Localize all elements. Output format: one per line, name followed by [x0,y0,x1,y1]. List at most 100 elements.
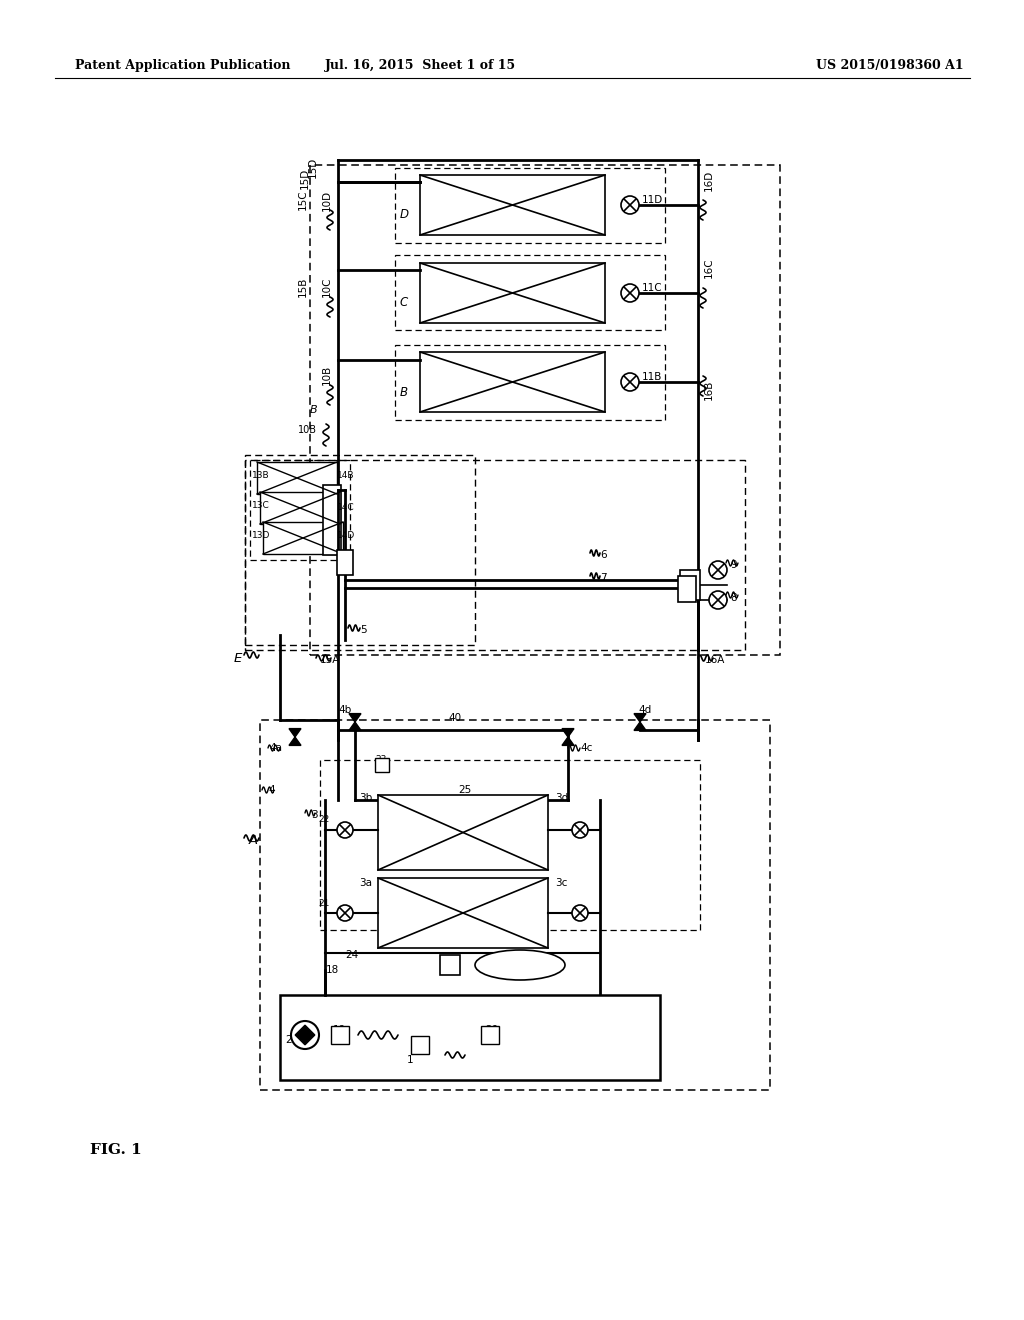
Text: 9: 9 [730,560,736,570]
Text: 2: 2 [286,1035,292,1045]
Text: 25: 25 [459,785,472,795]
Text: 3: 3 [311,810,318,820]
Text: 10B: 10B [322,364,332,385]
Polygon shape [349,714,361,722]
Bar [481,1026,499,1044]
Bar [420,352,605,412]
Text: 8: 8 [730,593,736,603]
Text: 18: 18 [326,965,339,975]
Text: 23: 23 [375,755,386,764]
Text: 7: 7 [600,573,606,583]
Text: 13B: 13B [252,470,269,479]
Text: 16C: 16C [705,257,714,279]
Text: 5: 5 [360,624,367,635]
Bar [378,795,548,870]
Bar [245,455,475,645]
Text: 11B: 11B [642,372,663,381]
Circle shape [572,906,588,921]
Text: 4d: 4d [638,705,651,715]
Text: 3a: 3a [359,878,372,888]
Circle shape [709,561,727,579]
Circle shape [337,822,353,838]
Polygon shape [562,737,574,746]
Bar [310,165,780,655]
Circle shape [621,374,639,391]
Polygon shape [289,729,301,737]
Text: 1: 1 [407,1055,413,1065]
Polygon shape [289,737,301,746]
Bar [420,263,605,323]
Text: 15C: 15C [298,190,308,210]
Text: 4b: 4b [338,705,351,715]
Circle shape [337,906,353,921]
Polygon shape [295,1026,314,1045]
Text: 3b: 3b [358,793,372,803]
Circle shape [709,591,727,609]
Text: 13C: 13C [252,500,269,510]
Text: E: E [233,652,242,664]
Text: 15B: 15B [298,277,308,297]
Bar [245,459,745,649]
Text: 10B: 10B [298,425,317,436]
Text: 3c: 3c [555,878,567,888]
Polygon shape [562,729,574,737]
Bar [260,719,770,1090]
Text: 22: 22 [318,816,330,825]
Polygon shape [634,714,646,722]
Bar [263,521,343,554]
Text: 4a: 4a [269,743,282,752]
Bar [395,168,665,243]
Circle shape [291,1020,319,1049]
Text: 11D: 11D [642,195,664,205]
Text: A: A [249,833,258,846]
Text: FIG. 1: FIG. 1 [90,1143,141,1158]
Bar [250,459,350,560]
Text: 4c: 4c [580,743,592,752]
Bar [395,345,665,420]
Text: 16A: 16A [705,655,725,665]
Bar [260,492,340,524]
Text: Jul. 16, 2015  Sheet 1 of 15: Jul. 16, 2015 Sheet 1 of 15 [325,58,515,71]
Text: 14B: 14B [337,470,354,479]
Bar [395,255,665,330]
Text: 19: 19 [333,1026,346,1035]
Text: 16B: 16B [705,380,714,400]
Circle shape [621,195,639,214]
Circle shape [621,284,639,302]
Text: 20: 20 [485,1026,498,1035]
Text: 15D: 15D [300,168,310,189]
Polygon shape [634,722,646,730]
Bar [257,462,337,494]
Text: 14D: 14D [337,531,355,540]
Text: 11C: 11C [642,282,663,293]
Bar [331,1026,349,1044]
Text: 4: 4 [268,785,275,795]
Text: D: D [400,209,409,222]
Bar [319,760,700,931]
Bar [440,954,460,975]
Polygon shape [349,722,361,730]
Text: 3d: 3d [555,793,568,803]
Bar [280,995,660,1080]
Bar [337,550,353,576]
Bar [378,878,548,948]
Bar [678,576,696,602]
Bar [411,1036,429,1053]
Text: 6: 6 [600,550,606,560]
Text: C: C [400,297,409,309]
Text: 15D: 15D [308,156,318,178]
Text: 16D: 16D [705,169,714,190]
Text: US 2015/0198360 A1: US 2015/0198360 A1 [816,58,964,71]
Bar [375,758,389,772]
Bar [680,570,700,601]
Text: 21: 21 [318,899,330,908]
Text: 14C: 14C [337,503,354,511]
Ellipse shape [475,950,565,979]
Text: 13D: 13D [252,531,270,540]
Bar [420,176,605,235]
Text: Patent Application Publication: Patent Application Publication [75,58,291,71]
Text: 15A: 15A [319,655,340,665]
Circle shape [572,822,588,838]
Bar [323,484,341,554]
Text: 24: 24 [345,950,358,960]
